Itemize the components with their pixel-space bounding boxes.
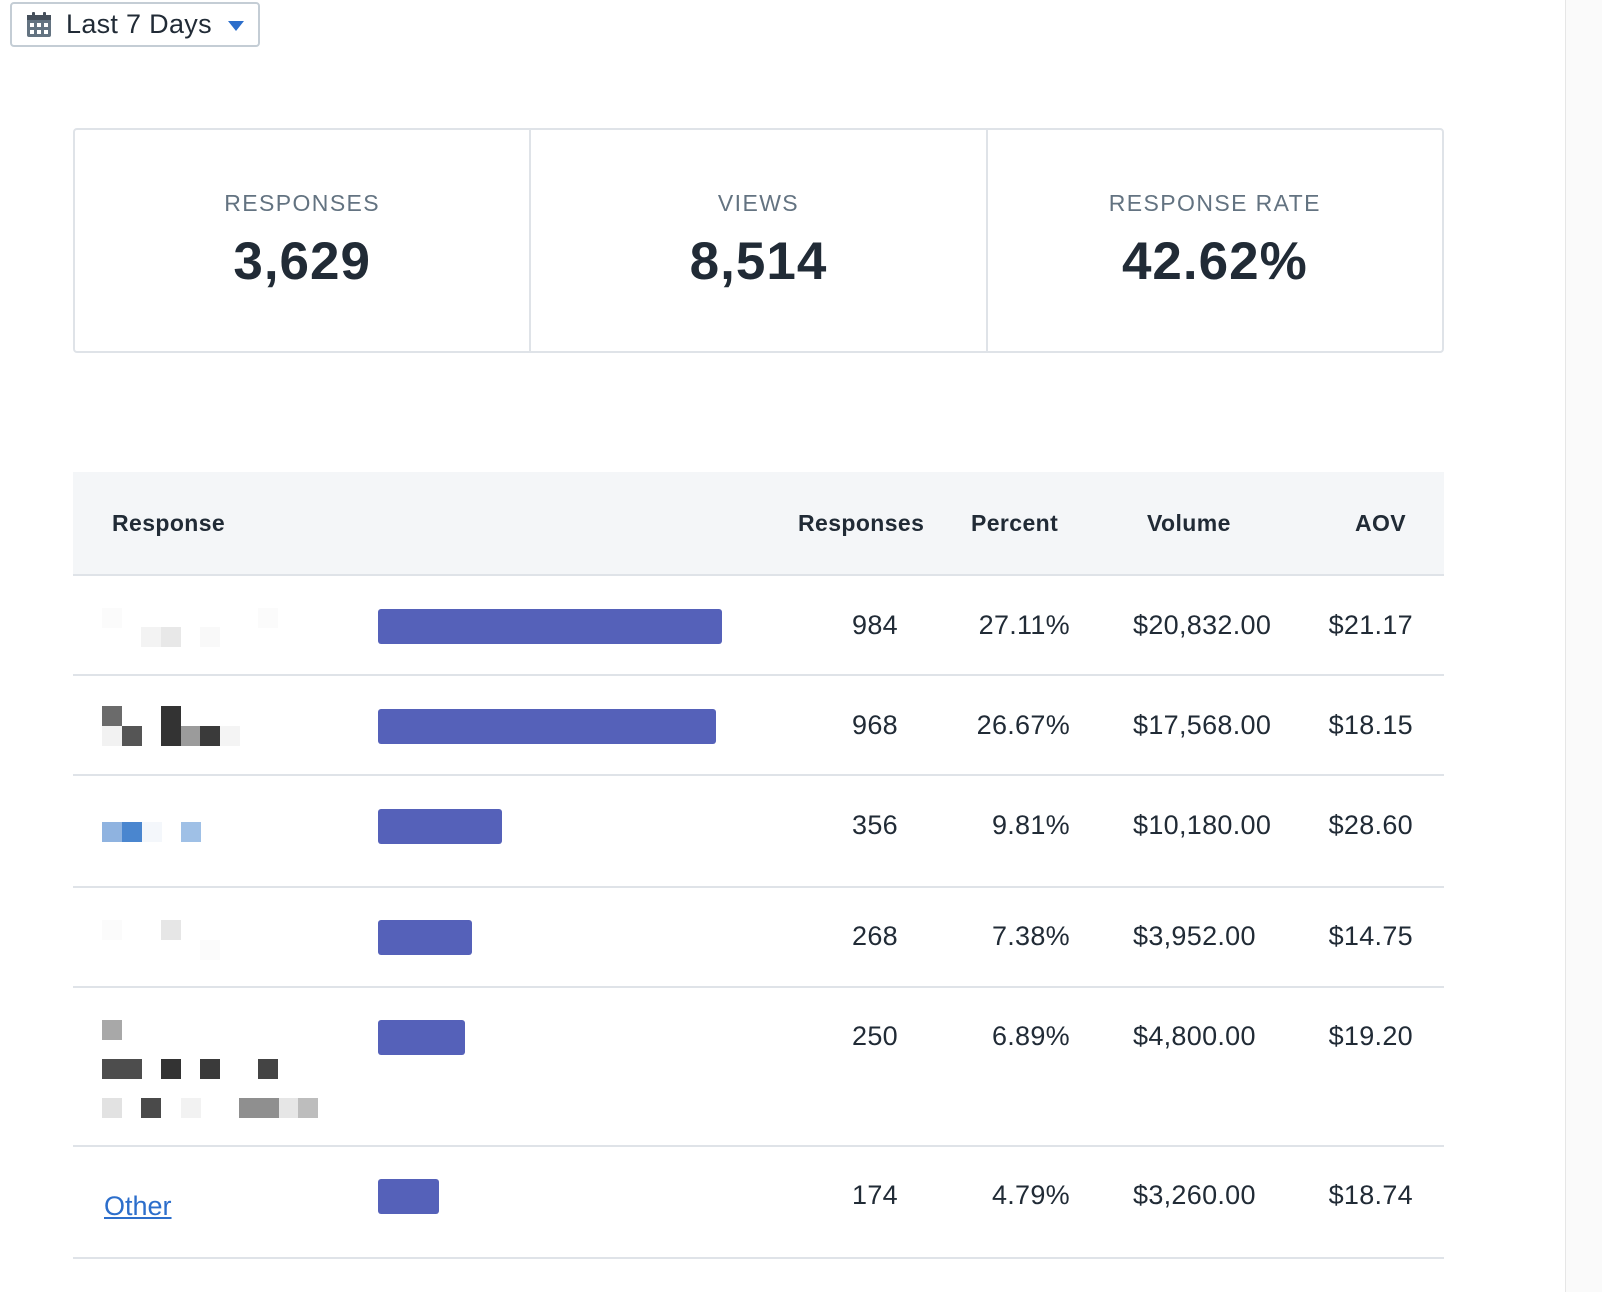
volume-value: $20,832.00 — [1133, 610, 1272, 640]
response-share-bar — [378, 609, 722, 644]
response-share-bar — [378, 709, 716, 744]
stats-panel: RESPONSES 3,629 VIEWS 8,514 RESPONSE RAT… — [73, 128, 1444, 353]
aov-value: $19.20 — [1328, 1021, 1413, 1051]
other-responses-link[interactable]: Other — [104, 1191, 172, 1221]
volume-value: $3,260.00 — [1133, 1180, 1256, 1210]
percent-value: 4.79% — [991, 1180, 1070, 1210]
table-row: 268 7.38% $3,952.00 $14.75 — [73, 888, 1444, 988]
table-row: 356 9.81% $10,180.00 $28.60 — [73, 776, 1444, 888]
responses-count: 174 — [852, 1180, 898, 1210]
responses-count: 250 — [852, 1021, 898, 1051]
table-row: 968 26.67% $17,568.00 $18.15 — [73, 676, 1444, 776]
response-share-bar — [378, 809, 502, 844]
scrollbar-track[interactable] — [1565, 0, 1602, 1292]
table-row: 984 27.11% $20,832.00 $21.17 — [73, 576, 1444, 676]
column-header-volume[interactable]: Volume — [1147, 510, 1231, 536]
responses-count: 356 — [852, 810, 898, 840]
stat-label: RESPONSE RATE — [1108, 190, 1321, 216]
table-row: 250 6.89% $4,800.00 $19.20 — [73, 988, 1444, 1147]
volume-value: $10,180.00 — [1133, 810, 1272, 840]
calendar-icon — [26, 11, 52, 38]
redacted-response-text — [102, 918, 302, 960]
volume-value: $17,568.00 — [1133, 710, 1272, 740]
response-share-bar — [378, 920, 472, 955]
redacted-response-text — [102, 1018, 342, 1118]
responses-table: Response Responses Percent Volume AOV 98… — [73, 472, 1444, 1259]
column-header-response[interactable]: Response — [112, 510, 226, 536]
stat-label: RESPONSES — [224, 190, 381, 216]
stat-card-responses: RESPONSES 3,629 — [75, 130, 529, 351]
stat-card-views: VIEWS 8,514 — [529, 130, 985, 351]
aov-value: $28.60 — [1328, 810, 1413, 840]
percent-value: 6.89% — [991, 1021, 1070, 1051]
responses-count: 268 — [852, 921, 898, 951]
aov-value: $14.75 — [1328, 921, 1413, 951]
response-share-bar — [378, 1179, 439, 1214]
percent-value: 9.81% — [991, 810, 1070, 840]
column-header-percent[interactable]: Percent — [971, 510, 1059, 536]
redacted-response-text — [102, 606, 302, 656]
redacted-response-text — [102, 822, 302, 844]
date-range-dropdown[interactable]: Last 7 Days — [10, 2, 260, 47]
column-header-responses[interactable]: Responses — [798, 510, 925, 536]
aov-value: $21.17 — [1328, 610, 1413, 640]
responses-count: 984 — [852, 610, 898, 640]
percent-value: 7.38% — [991, 921, 1070, 951]
response-share-bar — [378, 1020, 465, 1055]
stat-label: VIEWS — [717, 190, 800, 216]
percent-value: 26.67% — [976, 710, 1070, 740]
volume-value: $3,952.00 — [1133, 921, 1256, 951]
table-header: Response Responses Percent Volume AOV — [73, 472, 1444, 576]
table-row: Other 174 4.79% $3,260.00 $18.74 — [73, 1147, 1444, 1259]
percent-value: 27.11% — [978, 610, 1070, 640]
stat-value: 8,514 — [689, 232, 828, 291]
stat-value: 42.62% — [1121, 232, 1308, 291]
volume-value: $4,800.00 — [1133, 1021, 1256, 1051]
redacted-response-text — [102, 706, 302, 756]
date-range-label: Last 7 Days — [66, 9, 212, 39]
caret-down-icon — [226, 19, 246, 33]
aov-value: $18.74 — [1328, 1180, 1413, 1210]
aov-value: $18.15 — [1328, 710, 1413, 740]
responses-count: 968 — [852, 710, 898, 740]
column-header-aov[interactable]: AOV — [1355, 510, 1407, 536]
stat-value: 3,629 — [233, 232, 371, 291]
stat-card-response-rate: RESPONSE RATE 42.62% — [985, 130, 1442, 351]
